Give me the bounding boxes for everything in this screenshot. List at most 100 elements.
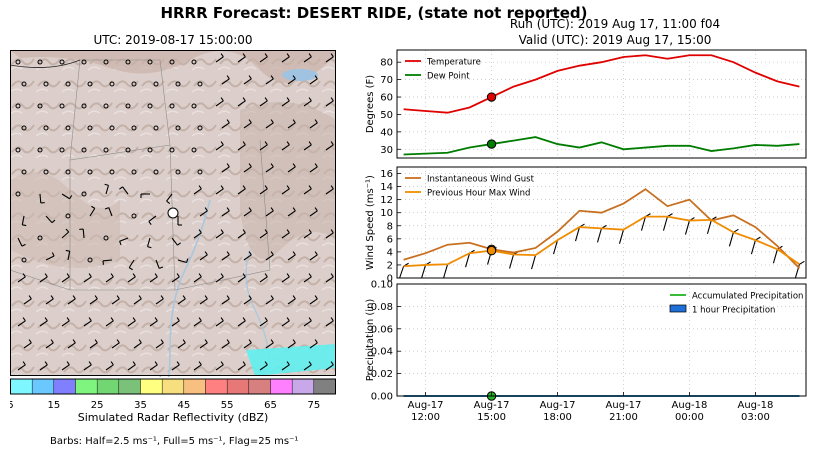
- lake: [282, 69, 318, 81]
- wind-barb: [325, 232, 334, 239]
- wind-barb: [149, 364, 158, 371]
- wind-barb-feather: [204, 207, 208, 212]
- wind-barb: [303, 188, 312, 195]
- calm-wind-marker: [15, 191, 21, 197]
- wind-barb: [17, 276, 26, 283]
- wind-barb-feather: [104, 207, 109, 210]
- calm-wind-marker: [15, 147, 21, 153]
- wind-barb-feather: [198, 361, 202, 366]
- wind-barb: [281, 320, 290, 327]
- wind-barb-feather: [264, 185, 268, 190]
- calm-wind-marker: [103, 235, 109, 241]
- colorbar-tick-label: 5: [10, 400, 14, 411]
- wind-barb-feather: [286, 97, 290, 102]
- wind-barb: [303, 364, 312, 371]
- wind-barb-feather: [104, 183, 109, 186]
- wind-barb-feather: [264, 361, 268, 366]
- x-tick-label: Aug-17: [540, 400, 576, 411]
- wind-barb: [221, 166, 230, 173]
- wind-barb-feather: [330, 185, 334, 190]
- wind-barb-feather: [160, 339, 164, 344]
- wind-barb-feather: [88, 317, 92, 322]
- run-time-label: Run (UTC): 2019 Aug 17, 11:00 f04: [509, 17, 721, 31]
- wind-barb: [193, 188, 202, 195]
- wind-barb: [309, 342, 318, 349]
- river: [159, 199, 211, 377]
- wind-barb: [221, 342, 230, 349]
- wind-barb: [166, 193, 173, 202]
- calm-wind-marker: [81, 191, 87, 197]
- y-tick-label: 6: [387, 234, 393, 245]
- wind-barb: [82, 228, 85, 239]
- wind-barb-feather: [248, 251, 252, 256]
- wind-barb-feather: [308, 97, 312, 102]
- wind-barb-feather: [119, 241, 122, 246]
- wind-barb: [303, 56, 312, 63]
- reflectivity-colorbar: 5 15 25 35 45 55 65 75: [10, 378, 336, 411]
- chart-legend: Accumulated Precipitation 1 hour Precipit…: [669, 292, 803, 316]
- wind-barb-feather: [286, 317, 290, 322]
- wind-barb: [83, 320, 92, 327]
- wind-barb-feather: [248, 339, 252, 344]
- wind-barb: [287, 166, 296, 173]
- wind-barb-feather: [270, 251, 274, 256]
- y-tick-label: 12: [380, 195, 393, 206]
- colorbar-frame: [10, 378, 336, 395]
- wind-barb: [265, 210, 274, 217]
- series-line-1: [403, 188, 801, 269]
- calm-wind-marker: [81, 103, 87, 109]
- wind-barb-feather: [286, 141, 290, 146]
- wind-barb: [259, 100, 268, 107]
- wind-barb: [303, 276, 312, 283]
- wind-barb-feather: [286, 361, 290, 366]
- wind-barb-feather: [242, 273, 246, 278]
- wind-barb-feather: [159, 266, 164, 269]
- wind-barb: [215, 232, 224, 239]
- wind-barb: [155, 342, 164, 349]
- calm-wind-marker: [37, 235, 43, 241]
- wind-barb-feather: [220, 97, 224, 102]
- reflectivity-map: [10, 50, 336, 377]
- wind-barb-feather: [154, 273, 158, 278]
- calm-wind-marker: [125, 103, 131, 109]
- wind-barb: [193, 232, 202, 239]
- mountain-shading-west: [10, 172, 120, 268]
- wind-barb: [265, 166, 274, 173]
- wind-barb: [259, 364, 268, 371]
- wind-barb: [83, 364, 92, 371]
- wind-barb: [193, 320, 202, 327]
- wind-barb: [199, 342, 208, 349]
- wind-barb-feather: [248, 163, 252, 168]
- wind-barb: [155, 259, 160, 269]
- wind-barb-feather: [119, 186, 123, 190]
- wind-barb-feather: [22, 273, 26, 278]
- wind-barb-feather: [292, 339, 296, 344]
- calm-wind-marker: [43, 125, 49, 131]
- wind-barb: [215, 320, 224, 327]
- wind-barb: [177, 298, 186, 305]
- wind-barb: [127, 276, 136, 283]
- colorbar-tick-label: 65: [264, 400, 277, 411]
- wind-barb: [193, 276, 202, 283]
- wind-barb: [221, 298, 230, 305]
- wind-barb-feather: [292, 207, 296, 212]
- x-tick-label: 15:00: [477, 412, 506, 423]
- calm-wind-marker: [87, 81, 93, 87]
- calm-wind-marker: [37, 59, 43, 65]
- chart-frame: [396, 49, 807, 159]
- wind-barb-feather: [220, 53, 224, 58]
- wind-barb: [281, 364, 290, 371]
- wind-barb: [67, 298, 76, 305]
- wind-barb-feather: [330, 53, 334, 58]
- colorbar-tick-label: 35: [134, 400, 147, 411]
- wind-barb: [171, 320, 180, 327]
- wind-barb-feather: [314, 207, 318, 212]
- wind-barb: [531, 254, 537, 270]
- wind-barb: [303, 144, 312, 151]
- wind-barb: [221, 210, 230, 217]
- wind-barb-feather: [292, 119, 296, 124]
- wind-barb-feather: [132, 273, 136, 278]
- y-tick-label: 8: [387, 221, 393, 232]
- wind-barb: [171, 276, 180, 283]
- chart-legend: Temperature Dew Point: [405, 58, 481, 82]
